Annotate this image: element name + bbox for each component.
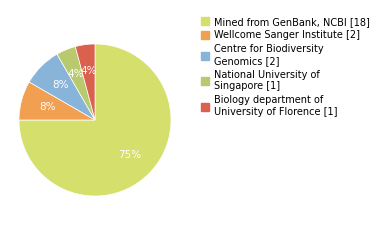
- Wedge shape: [29, 54, 95, 120]
- Legend: Mined from GenBank, NCBI [18], Wellcome Sanger Institute [2], Centre for Biodive: Mined from GenBank, NCBI [18], Wellcome …: [199, 15, 372, 119]
- Text: 8%: 8%: [39, 102, 55, 112]
- Text: 4%: 4%: [80, 66, 97, 76]
- Text: 4%: 4%: [68, 69, 84, 79]
- Wedge shape: [75, 44, 95, 120]
- Wedge shape: [19, 82, 95, 120]
- Text: 8%: 8%: [52, 80, 68, 90]
- Text: 75%: 75%: [118, 150, 141, 160]
- Wedge shape: [19, 44, 171, 196]
- Wedge shape: [57, 47, 95, 120]
